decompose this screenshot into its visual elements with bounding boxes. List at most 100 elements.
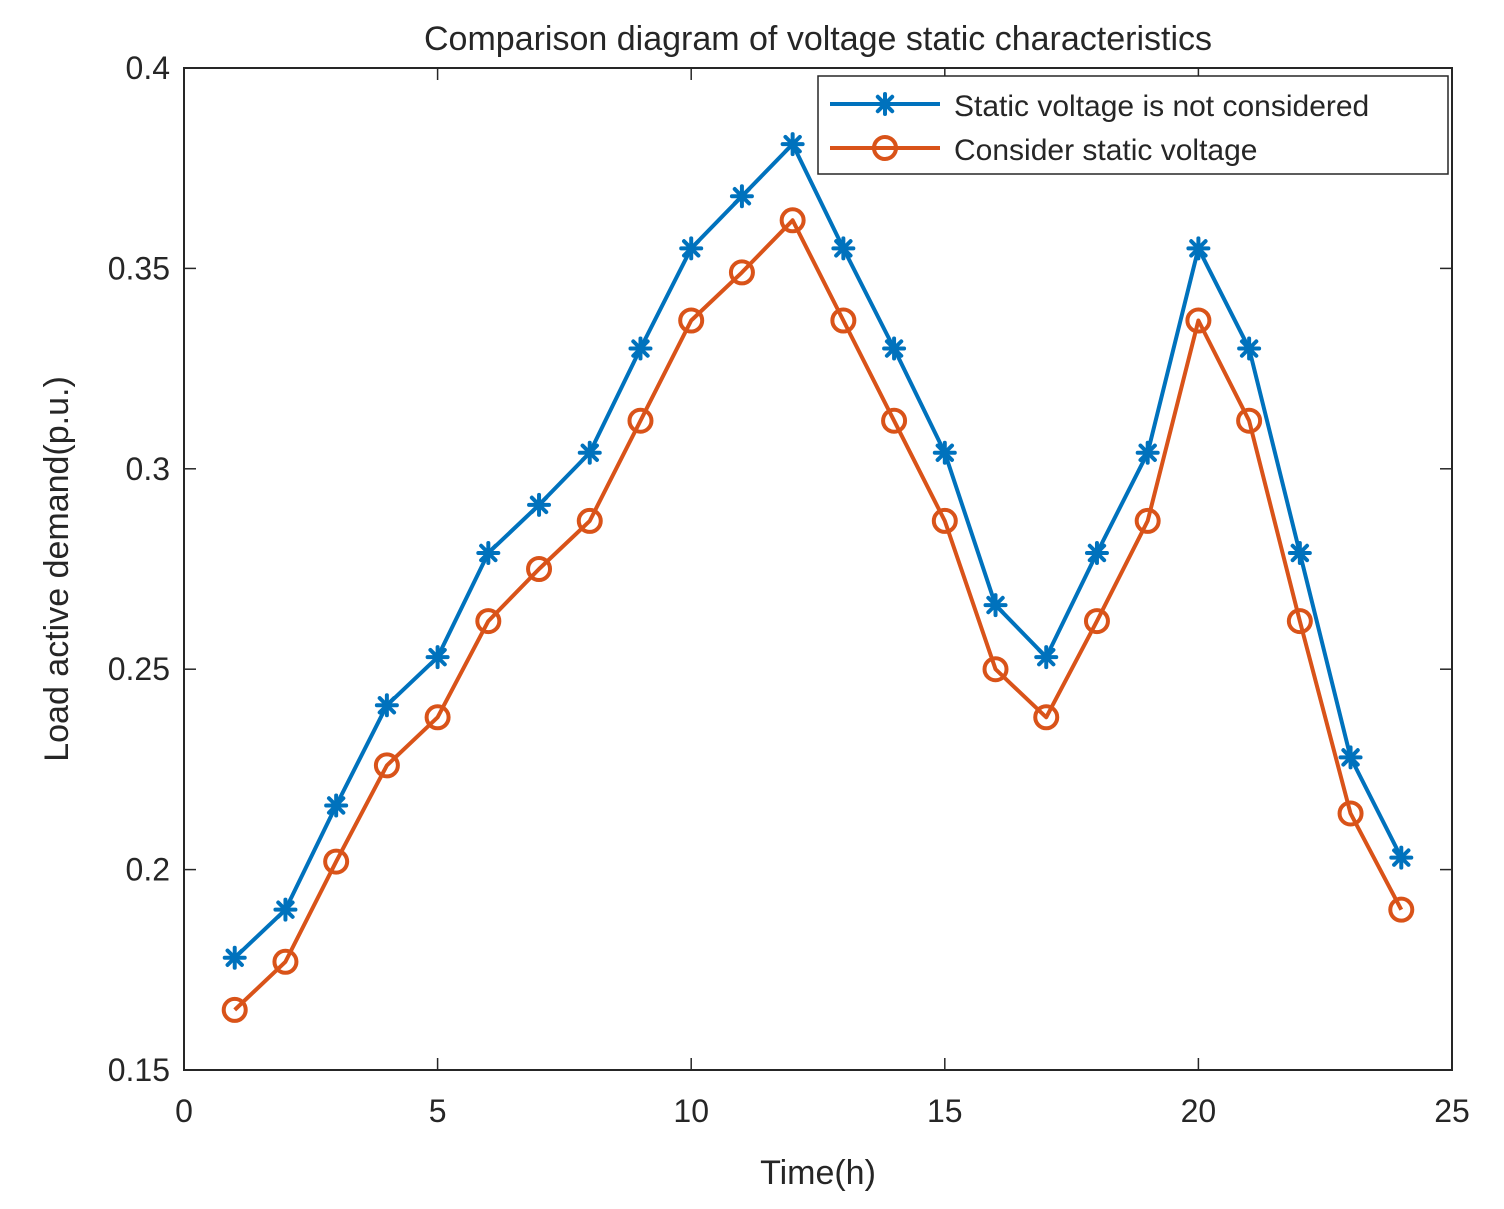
data-point-circle: [475, 608, 502, 635]
legend-label-consider-static-voltage: Consider static voltage: [954, 134, 1258, 167]
chart-title: Comparison diagram of voltage static cha…: [424, 20, 1212, 58]
data-point-circle: [1236, 407, 1263, 434]
data-point-asterisk: [476, 540, 501, 565]
data-point-asterisk: [882, 336, 907, 361]
data-point-circle: [931, 507, 958, 534]
y-tick-label: 0.25: [108, 651, 170, 687]
data-point-asterisk: [1135, 440, 1160, 465]
data-point-circle: [830, 307, 857, 334]
data-point-asterisk: [1034, 645, 1059, 670]
data-point-circle: [424, 704, 451, 731]
series-1: [221, 207, 1415, 1023]
data-point-circle: [1185, 307, 1212, 334]
data-point-asterisk: [1237, 336, 1262, 361]
legend-asterisk-icon: [873, 92, 897, 116]
asterisk-stroke: [732, 187, 752, 206]
data-point-circle: [728, 259, 755, 286]
asterisk-stroke: [377, 696, 397, 715]
asterisk-stroke: [326, 796, 346, 815]
data-point-circle: [1033, 704, 1060, 731]
data-point-circle: [221, 996, 248, 1023]
x-tick-label: 0: [175, 1093, 193, 1129]
data-point-circle: [272, 948, 299, 975]
data-point-asterisk: [1084, 540, 1109, 565]
asterisk-stroke: [986, 595, 1005, 615]
series-group: [221, 132, 1415, 1023]
data-point-circle: [779, 207, 806, 234]
data-point-asterisk: [222, 945, 247, 970]
asterisk-stroke: [884, 339, 904, 358]
x-tick-label: 15: [927, 1093, 963, 1129]
data-point-asterisk: [1186, 236, 1211, 261]
data-point-circle: [323, 848, 350, 875]
legend: Static voltage is not considered Conside…: [817, 75, 1449, 175]
x-tick-label: 20: [1181, 1093, 1217, 1129]
legend-marker-circle: [872, 135, 898, 161]
data-point-asterisk: [1389, 845, 1414, 870]
data-point-asterisk: [932, 440, 957, 465]
asterisk-stroke: [1392, 848, 1411, 867]
plot-area: [183, 67, 1453, 1071]
data-point-circle: [576, 507, 603, 534]
asterisk-stroke: [1341, 748, 1360, 767]
data-point-asterisk: [374, 693, 399, 718]
asterisk-stroke: [580, 443, 599, 462]
x-tick-label: 5: [429, 1093, 447, 1129]
data-point-asterisk: [1287, 540, 1312, 565]
asterisk-stroke: [1138, 443, 1157, 462]
data-point-asterisk: [831, 236, 856, 261]
data-point-circle: [1083, 608, 1110, 635]
data-point-asterisk: [780, 132, 805, 157]
asterisk-stroke: [1037, 647, 1056, 667]
x-tick-label: 25: [1434, 1093, 1470, 1129]
asterisk-stroke: [875, 94, 895, 114]
data-point-asterisk: [425, 645, 450, 670]
data-point-asterisk: [1338, 745, 1363, 770]
asterisk-stroke: [276, 900, 295, 919]
data-point-circle: [1134, 507, 1161, 534]
data-point-asterisk: [527, 492, 552, 517]
x-tick-label: 10: [673, 1093, 709, 1129]
data-point-circle: [1286, 608, 1313, 635]
asterisk-stroke: [428, 647, 447, 667]
y-tick-label: 0.3: [126, 451, 170, 487]
data-point-circle: [1388, 896, 1415, 923]
data-point-circle: [678, 307, 705, 334]
asterisk-stroke: [1087, 543, 1107, 563]
asterisk-stroke: [1290, 543, 1310, 563]
series-0: [222, 132, 1414, 970]
asterisk-stroke: [834, 239, 853, 258]
data-point-asterisk: [628, 336, 653, 361]
asterisk-stroke: [225, 948, 244, 967]
asterisk-stroke: [479, 543, 498, 563]
legend-box: [817, 75, 1449, 175]
y-tick-label: 0.35: [108, 250, 170, 286]
data-point-circle: [982, 656, 1009, 683]
y-tick-label: 0.4: [126, 50, 170, 86]
y-tick-label: 0.2: [126, 852, 170, 888]
data-point-circle: [881, 407, 908, 434]
asterisk-stroke: [1189, 239, 1208, 258]
legend-marker-asterisk: [873, 92, 897, 116]
asterisk-stroke: [783, 134, 802, 154]
asterisk-stroke: [682, 239, 701, 258]
data-point-asterisk: [729, 184, 754, 209]
data-point-asterisk: [577, 440, 602, 465]
y-tick-label: 0.15: [108, 1052, 170, 1088]
asterisk-stroke: [529, 495, 549, 515]
data-point-circle: [526, 556, 553, 582]
data-point-asterisk: [324, 793, 349, 818]
x-axis-label: Time(h): [760, 1154, 876, 1192]
data-point-circle: [1337, 800, 1364, 827]
data-point-circle: [373, 752, 400, 779]
data-point-asterisk: [273, 897, 298, 922]
data-point-circle: [627, 407, 654, 434]
legend-label-static-voltage-not-considered: Static voltage is not considered: [954, 90, 1369, 123]
data-point-asterisk: [983, 593, 1008, 618]
asterisk-stroke: [1239, 339, 1259, 358]
legend-circle-icon: [872, 135, 898, 161]
y-axis-label: Load active demand(p.u.): [38, 376, 76, 762]
asterisk-stroke: [935, 443, 954, 462]
axis-ticks: 0 5 10 15 20 25 0.15 0.2 0.25 0.3 0.35 0.4: [108, 50, 1470, 1129]
